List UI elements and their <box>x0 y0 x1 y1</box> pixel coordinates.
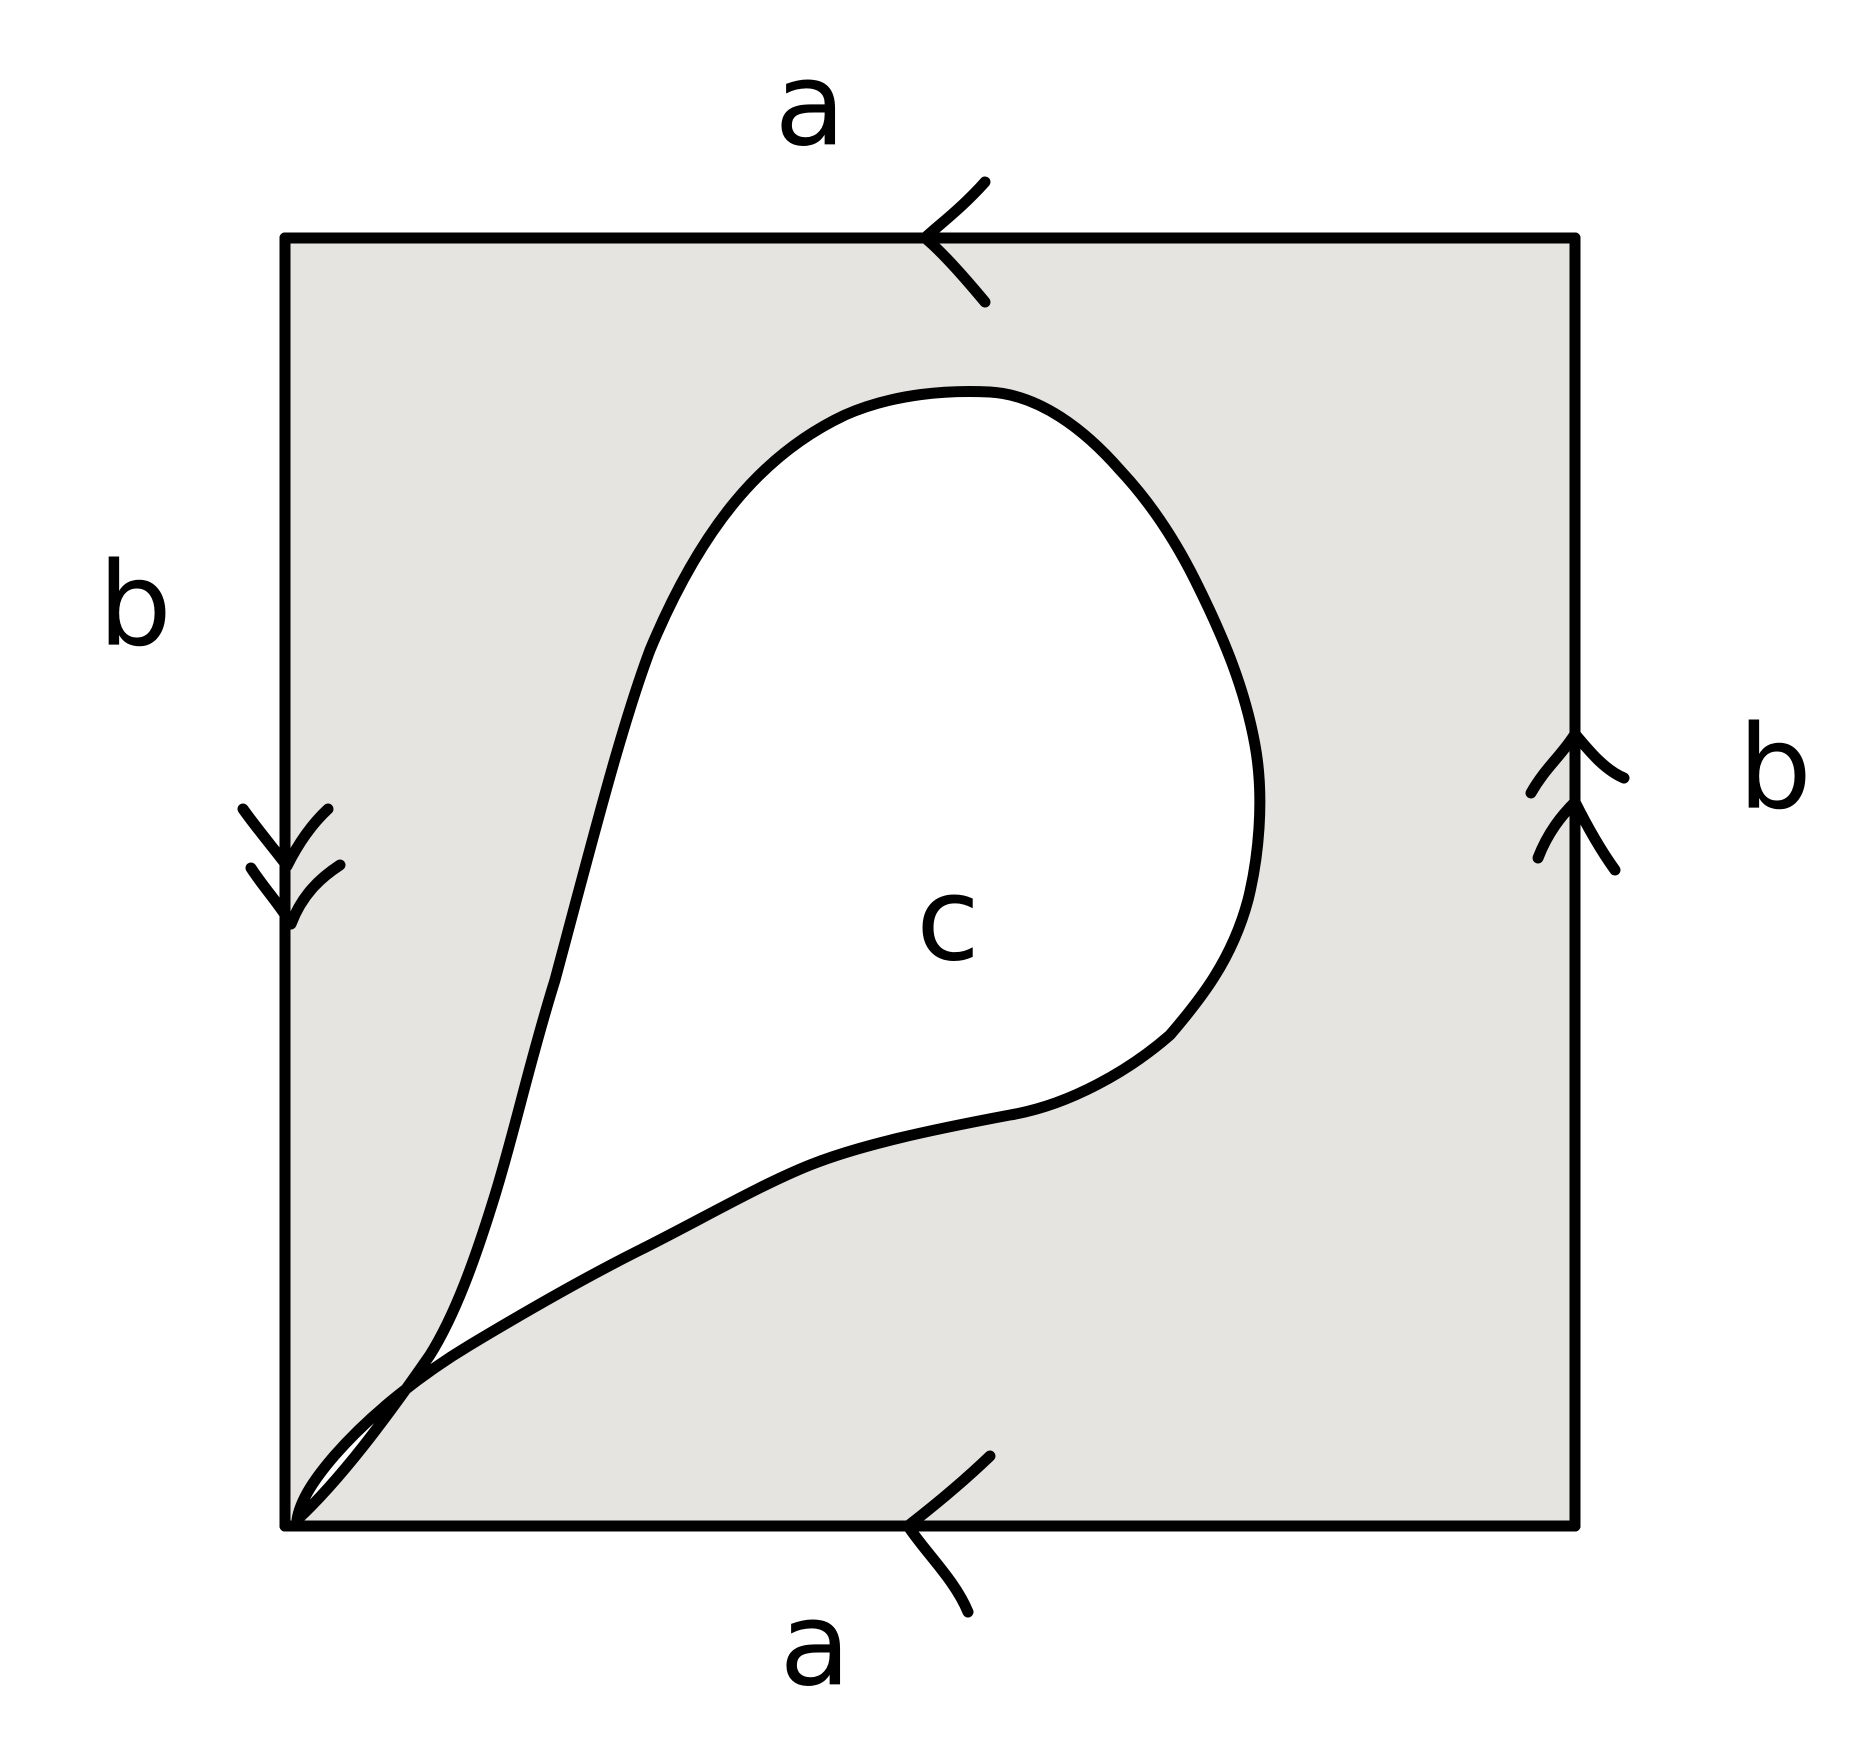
loop-c-outline <box>291 385 1266 1526</box>
arrow-right-b-1 <box>1525 728 1630 799</box>
label-loop-c: c <box>916 853 980 988</box>
loop-c-region <box>297 391 1260 1520</box>
label-left-edge: b <box>98 538 172 673</box>
label-top-edge: a <box>774 38 845 173</box>
arrow-left-b-1 <box>237 803 334 872</box>
arrow-bottom-a <box>902 1450 996 1618</box>
arrow-right-b-2 <box>1532 796 1621 876</box>
arrow-top-a <box>919 176 991 308</box>
label-right-edge: b <box>1738 701 1812 836</box>
arrow-left-b-2 <box>245 859 346 930</box>
label-bottom-edge: a <box>779 1578 850 1713</box>
